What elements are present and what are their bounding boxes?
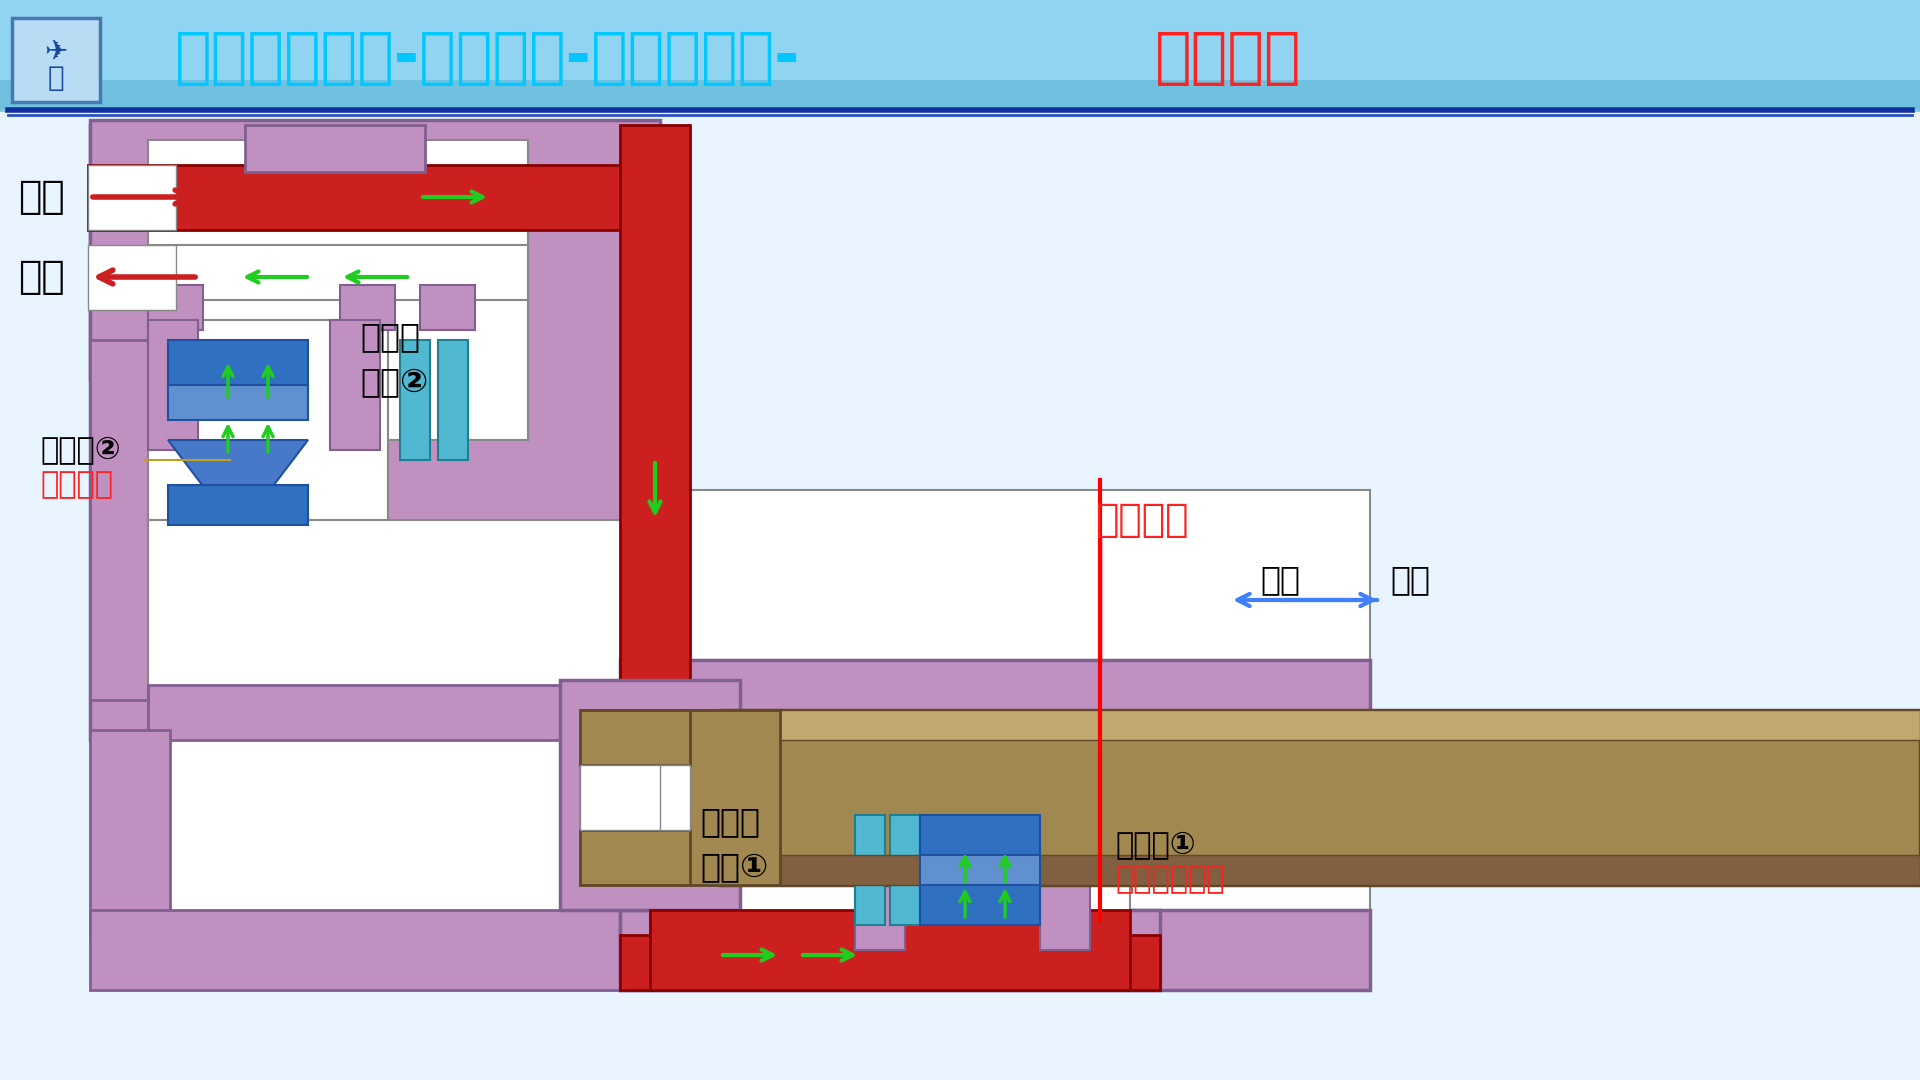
Bar — [169, 340, 307, 390]
Bar — [88, 165, 687, 230]
Bar — [920, 815, 1041, 855]
Bar — [651, 910, 1371, 990]
Bar — [561, 680, 739, 910]
Bar — [148, 140, 528, 440]
Bar — [148, 320, 198, 450]
Bar — [0, 112, 1920, 1080]
Bar — [90, 340, 150, 700]
Bar — [891, 815, 920, 924]
Text: 自由流动模式: 自由流动模式 — [1116, 865, 1225, 894]
Bar — [0, 0, 1920, 80]
Text: 飞机构造基础-液压系统-缓冲作动筒-: 飞机构造基础-液压系统-缓冲作动筒- — [175, 28, 801, 87]
Bar — [90, 120, 660, 740]
Text: 限流阀②: 限流阀② — [40, 435, 121, 464]
Bar — [246, 125, 424, 172]
Bar — [580, 831, 689, 885]
Bar — [854, 820, 904, 950]
Bar — [420, 285, 474, 330]
Text: 单路供压: 单路供压 — [1094, 501, 1188, 539]
Bar — [88, 245, 177, 310]
Bar — [580, 710, 720, 885]
Bar — [580, 710, 689, 765]
Bar — [90, 910, 689, 990]
Bar — [0, 0, 1920, 110]
Bar — [620, 910, 1160, 990]
Text: 可控限
流孔②: 可控限 流孔② — [361, 321, 428, 400]
Text: 限流阀①: 限流阀① — [1116, 831, 1196, 860]
Text: 压力: 压力 — [19, 178, 65, 216]
Bar — [148, 285, 204, 330]
Bar — [148, 320, 388, 530]
Text: 收上: 收上 — [1390, 564, 1430, 596]
Bar — [620, 660, 1371, 740]
Bar — [580, 765, 689, 831]
Bar — [720, 710, 1920, 885]
Bar — [148, 685, 649, 740]
Bar — [88, 165, 177, 230]
Bar — [438, 340, 468, 460]
Bar — [660, 765, 689, 831]
Bar — [620, 935, 1160, 990]
Bar — [720, 710, 1920, 740]
Bar — [620, 910, 1371, 990]
Bar — [12, 18, 100, 102]
Bar — [330, 320, 380, 450]
Text: 可控限
流孔①: 可控限 流孔① — [701, 806, 768, 885]
Bar — [689, 675, 1371, 930]
Bar — [689, 740, 1069, 950]
Bar — [340, 285, 396, 330]
Bar — [854, 815, 885, 924]
Bar — [920, 880, 1041, 924]
Bar — [148, 519, 649, 700]
Bar — [680, 710, 780, 885]
Bar — [148, 245, 528, 300]
Bar — [620, 125, 689, 740]
Bar — [169, 384, 307, 420]
Bar — [90, 125, 660, 380]
Text: 缩入行程: 缩入行程 — [1156, 28, 1302, 87]
Bar — [399, 340, 430, 460]
Bar — [920, 850, 1041, 885]
Bar — [90, 680, 689, 990]
Text: 放出: 放出 — [1260, 564, 1300, 596]
Polygon shape — [169, 440, 307, 490]
Bar — [1041, 820, 1091, 950]
Bar — [90, 730, 171, 940]
Text: 回油: 回油 — [19, 258, 65, 296]
Bar — [148, 730, 689, 930]
Bar — [720, 855, 1920, 885]
Bar — [651, 910, 1131, 990]
Bar — [651, 490, 1371, 660]
Bar — [169, 485, 307, 525]
Bar — [651, 735, 1131, 935]
Text: 限流模式: 限流模式 — [40, 471, 113, 499]
Text: ✈: ✈ — [44, 38, 67, 66]
Text: 人: 人 — [48, 64, 63, 92]
